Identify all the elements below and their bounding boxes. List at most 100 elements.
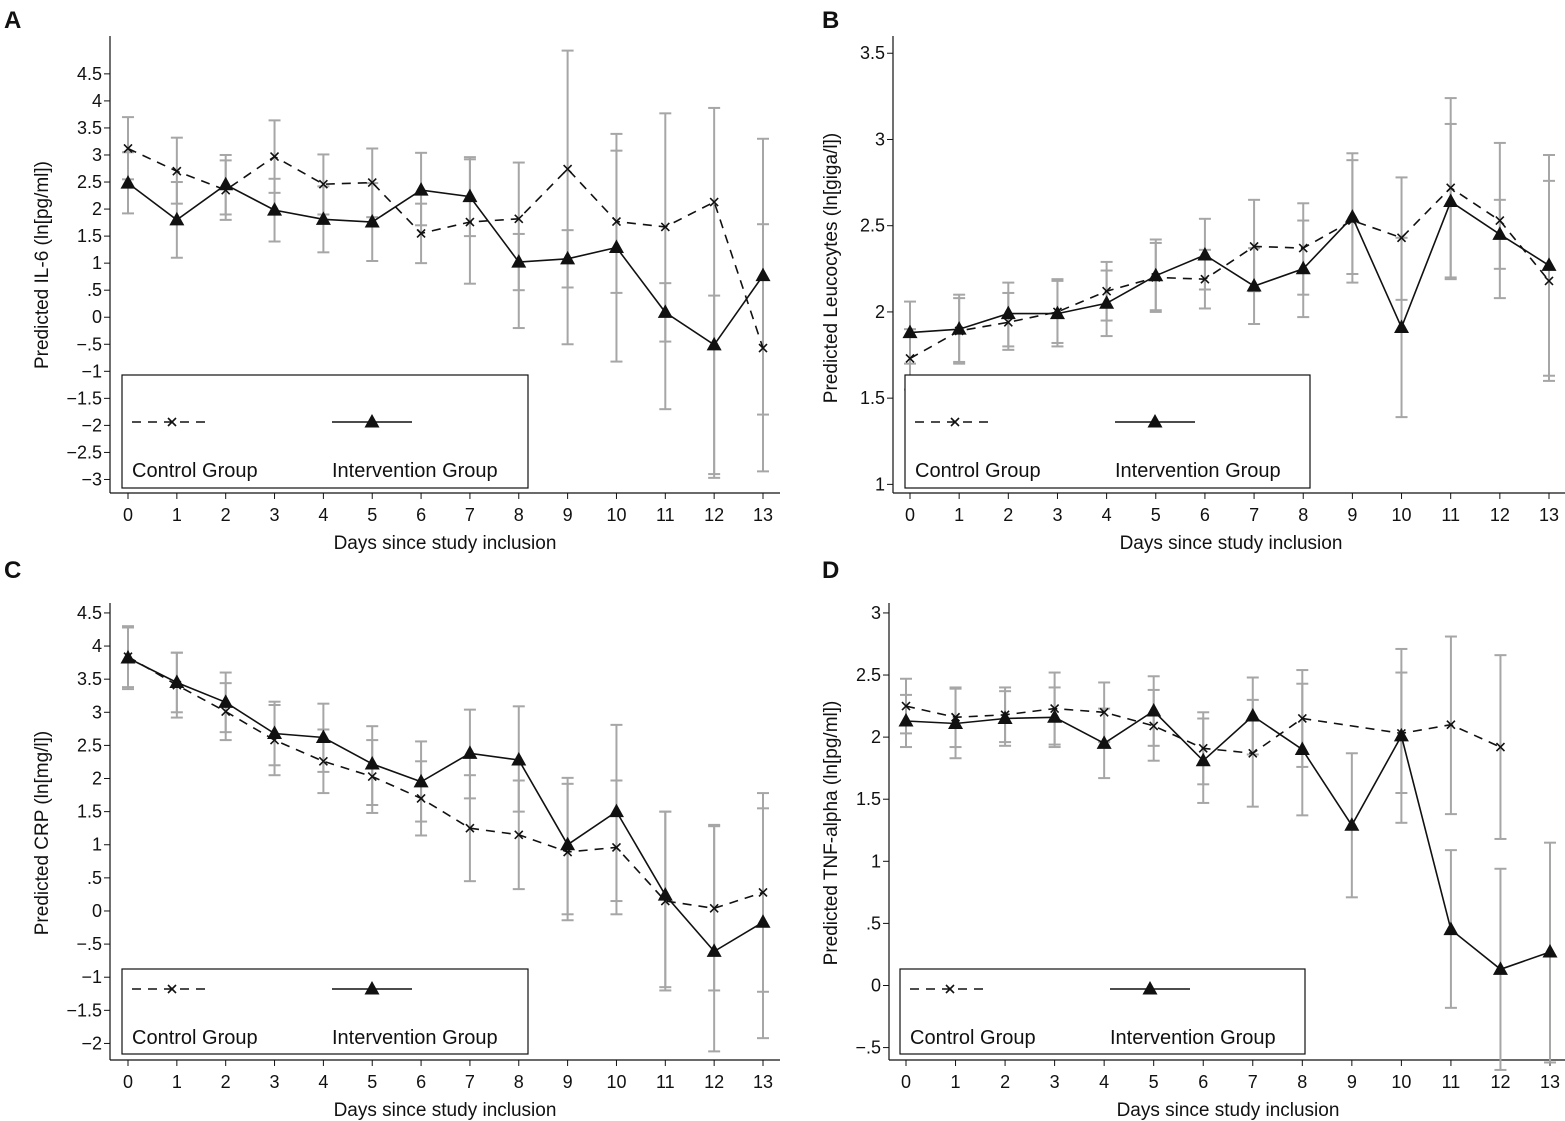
panel-a-control-line [127, 147, 764, 349]
panel-b-control-point [905, 353, 915, 364]
panel-b-x-tick-label: 1 [954, 505, 964, 525]
panel-b-x-tick-label: 8 [1298, 505, 1308, 525]
panel-a-intervention-point [511, 254, 527, 268]
panel-d-letter: D [822, 557, 839, 584]
panel-a-y-tick-label: −1 [81, 361, 102, 381]
panel-c-y-tick-label: 4.5 [77, 603, 102, 623]
panel-c-y-tick-label: −.5 [76, 934, 102, 954]
panel-c-y-tick-label: 1.5 [77, 802, 102, 822]
panel-c-x-tick-label: 12 [704, 1072, 724, 1092]
panel-a-intervention-point [218, 176, 234, 191]
panel-c-intervention-point [511, 751, 527, 766]
panel-a-intervention-point [267, 202, 283, 216]
panel-a-control-point [269, 152, 280, 162]
panel-c-intervention-point [413, 773, 429, 788]
panel-a-y-tick-label: 3.5 [77, 118, 102, 138]
panel-c-y-tick-label: 4 [92, 636, 102, 656]
panel-d-intervention-point [898, 712, 914, 727]
panel-b-intervention-point [1541, 257, 1557, 271]
panel-a-x-tick-label: 9 [563, 505, 573, 525]
panel-a-control-point [123, 143, 133, 154]
panel-b-legend-control-key [915, 417, 995, 427]
panel-c-x-tick-label: 7 [465, 1072, 475, 1092]
panel-b-control-point [1396, 233, 1407, 243]
panel-d-control-point [1099, 707, 1109, 717]
panel-a-y-tick-label: −.5 [76, 334, 102, 354]
panel-c-control-point [367, 771, 377, 782]
panel-a-intervention-point [169, 211, 185, 226]
panel-d-legend-control-label: Control Group [910, 1027, 1036, 1049]
panel-b-intervention-point [1246, 278, 1262, 292]
panel-b-control-point [1544, 276, 1554, 286]
panel-d-x-tick-label: 3 [1050, 1072, 1060, 1092]
panel-b-control-point [1446, 183, 1456, 193]
panel-b-x-tick-label: 7 [1249, 505, 1259, 525]
panel-d-intervention-point [1344, 817, 1360, 831]
panel-d-y-tick-label: 0 [871, 975, 881, 995]
panel-a-y-tick-label: .5 [87, 280, 102, 300]
panel-c-x-axis-title: Days since study inclusion [334, 1100, 557, 1121]
panel-a-x-tick-label: 1 [172, 505, 182, 525]
panel-a-legend-box [121, 374, 529, 489]
panel-d-y-tick-label: 1.5 [856, 789, 881, 809]
panel-b-legend-control-label: Control Group [915, 460, 1041, 482]
panel-b: B Days since study inclusion Predicted L… [821, 7, 1565, 554]
panel-a-y-axis-title: Predicted IL-6 (ln[pg/ml]) [32, 161, 53, 369]
panel-d-legend: Control Group Intervention Group [899, 968, 1306, 1055]
panel-c-intervention-line [127, 657, 764, 953]
panel-a-x-tick-label: 3 [270, 505, 280, 525]
panel-c-intervention-point [755, 914, 771, 928]
panel-a-legend-control-key [132, 417, 212, 427]
panel-a-control-point [611, 216, 622, 227]
panel-a-intervention-line [127, 182, 764, 346]
panel-a-y-tick-label: 0 [92, 307, 102, 327]
panel-d-x-tick-label: 1 [951, 1072, 961, 1092]
panel-c-control-line [127, 655, 764, 910]
panel-a-x-tick-label: 4 [318, 505, 328, 525]
panel-b-legend-intervention-key [1115, 414, 1195, 428]
panel-b-y-tick-label: 3.5 [860, 43, 885, 63]
panel-c-x-tick-label: 13 [753, 1072, 773, 1092]
panel-c-legend-box [121, 968, 529, 1055]
panel-b-legend-intervention-label: Intervention Group [1115, 460, 1281, 482]
panel-c-x-tick-label: 9 [563, 1072, 573, 1092]
panel-a-legend-intervention-key [332, 414, 412, 428]
panel-a-intervention-point [706, 336, 722, 351]
panel-c-y-tick-label: −1 [81, 967, 102, 987]
panel-b-intervention-point [1049, 305, 1065, 320]
panel-a-control-point [563, 164, 573, 174]
panel-b-x-tick-label: 13 [1539, 505, 1559, 525]
panel-d-x-tick-label: 2 [1000, 1072, 1010, 1092]
panel-b-y-tick-label: 3 [875, 129, 885, 149]
panel-d-legend-control-key [910, 984, 990, 994]
panel-d-x-tick-label: 12 [1490, 1072, 1510, 1092]
panel-d-x-tick-label: 7 [1248, 1072, 1258, 1092]
panel-a-control-point [758, 343, 768, 353]
panel-a-y-tick-label: −2 [81, 415, 102, 435]
panel-b-x-tick-label: 6 [1200, 505, 1210, 525]
panel-a-intervention-point [755, 267, 771, 282]
panel-c-intervention-point [120, 649, 136, 664]
panel-c-x-tick-label: 6 [416, 1072, 426, 1092]
panel-d-control-point [1149, 721, 1159, 731]
panel-a-control-point [416, 228, 426, 238]
panel-d-y-tick-label: 2 [871, 727, 881, 747]
panel-a-x-tick-label: 0 [123, 505, 133, 525]
panel-b-intervention-point [1443, 193, 1459, 208]
panel-b-y-tick-label: 1 [875, 474, 885, 494]
panel-d-y-axis-title: Predicted TNF-alpha (ln[pg/ml]) [821, 701, 842, 966]
panel-b-intervention-point [1295, 260, 1311, 275]
panel-d-intervention-point [948, 715, 964, 729]
panel-d-x-tick-label: 11 [1442, 1072, 1461, 1092]
panel-d-intervention-point [1542, 943, 1558, 958]
panel-c-intervention-point [169, 674, 185, 688]
panel-d-intervention-point [1245, 708, 1261, 722]
panel-d-control-point [1446, 720, 1456, 730]
panel-c-letter: C [4, 557, 21, 584]
panel-c-intervention-point [657, 887, 673, 901]
panel-d-intervention-point [997, 710, 1013, 724]
panel-b-x-tick-label: 3 [1052, 505, 1062, 525]
panel-a-y-tick-label: 3 [92, 145, 102, 165]
panel-d-y-tick-label: −.5 [855, 1038, 881, 1058]
